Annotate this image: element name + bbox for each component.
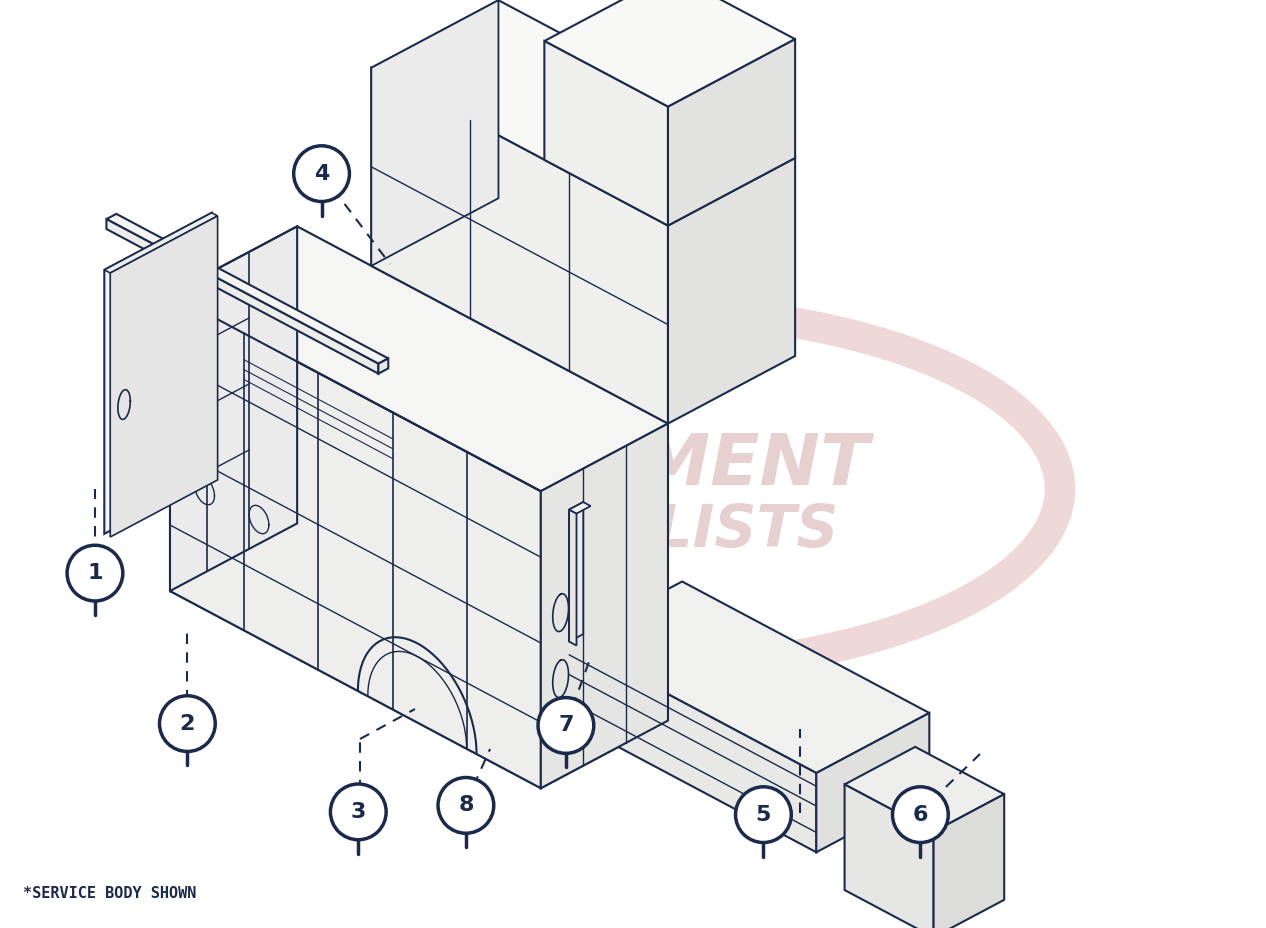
Polygon shape bbox=[570, 503, 591, 514]
Polygon shape bbox=[668, 159, 795, 424]
Polygon shape bbox=[298, 227, 668, 721]
Polygon shape bbox=[844, 784, 933, 928]
Polygon shape bbox=[106, 220, 379, 374]
Polygon shape bbox=[933, 794, 1004, 928]
Polygon shape bbox=[170, 227, 298, 591]
Circle shape bbox=[893, 787, 948, 843]
Polygon shape bbox=[668, 40, 795, 226]
Text: 1: 1 bbox=[87, 562, 103, 583]
Text: 4: 4 bbox=[314, 163, 329, 184]
Circle shape bbox=[438, 778, 494, 833]
Polygon shape bbox=[371, 1, 795, 226]
Circle shape bbox=[736, 787, 791, 843]
Polygon shape bbox=[817, 714, 929, 852]
Polygon shape bbox=[570, 582, 929, 773]
Polygon shape bbox=[844, 747, 1004, 831]
Polygon shape bbox=[104, 213, 211, 535]
Polygon shape bbox=[106, 214, 389, 365]
Polygon shape bbox=[170, 523, 668, 788]
Polygon shape bbox=[570, 503, 584, 642]
Polygon shape bbox=[371, 69, 668, 424]
Text: 5: 5 bbox=[756, 804, 771, 824]
Circle shape bbox=[160, 696, 215, 752]
Polygon shape bbox=[379, 359, 389, 374]
Polygon shape bbox=[110, 217, 218, 537]
Text: 3: 3 bbox=[351, 801, 366, 821]
Text: 8: 8 bbox=[458, 794, 473, 815]
Polygon shape bbox=[541, 424, 668, 788]
Polygon shape bbox=[104, 213, 218, 274]
Text: 7: 7 bbox=[558, 715, 573, 735]
Text: 6: 6 bbox=[913, 804, 928, 824]
Circle shape bbox=[294, 147, 349, 202]
Text: SPECIALISTS: SPECIALISTS bbox=[422, 501, 838, 558]
Polygon shape bbox=[570, 510, 576, 646]
Circle shape bbox=[330, 784, 386, 840]
Circle shape bbox=[538, 698, 594, 754]
Polygon shape bbox=[170, 295, 541, 788]
Polygon shape bbox=[170, 227, 668, 492]
Text: 2: 2 bbox=[180, 713, 195, 733]
Polygon shape bbox=[544, 0, 795, 108]
Circle shape bbox=[67, 546, 123, 601]
Text: EQUIPMENT: EQUIPMENT bbox=[390, 430, 870, 499]
Polygon shape bbox=[570, 642, 817, 852]
Text: *SERVICE BODY SHOWN: *SERVICE BODY SHOWN bbox=[23, 885, 196, 900]
Polygon shape bbox=[544, 42, 668, 226]
Polygon shape bbox=[371, 1, 499, 266]
